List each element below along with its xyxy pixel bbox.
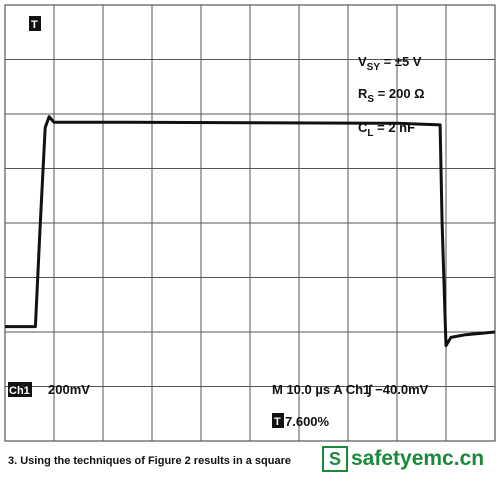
graticule-grid <box>4 4 496 442</box>
channel-scale: 200mV <box>48 382 90 397</box>
trigger-level-readout: ∫ −40.0mV <box>367 382 429 397</box>
channel-tag-box <box>8 382 32 397</box>
trigger-marker-box <box>29 16 41 31</box>
vsy-condition: VSY = ±5 V <box>358 54 422 73</box>
watermark-text: safetyemc.cn <box>351 447 485 470</box>
figure-caption: 3. Using the techniques of Figure 2 resu… <box>8 455 292 467</box>
trigger-pos-tag: T <box>274 416 281 428</box>
timebase-readout: M 10.0 µs A Ch1 <box>272 382 370 397</box>
watermark: S safetyemc.cn <box>322 446 491 472</box>
waveform-trace <box>5 115 496 348</box>
trigger-marker: T <box>31 19 38 31</box>
waveform-line <box>5 115 496 348</box>
channel-tag: Ch1 <box>9 385 30 397</box>
trigger-position: 7.600% <box>285 414 330 429</box>
rs-condition: RS = 200 Ω <box>358 86 425 105</box>
trigger-pos-tag-box <box>272 413 284 428</box>
watermark-badge: S <box>322 446 348 472</box>
cl-condition: CL = 2 nF <box>358 120 415 139</box>
